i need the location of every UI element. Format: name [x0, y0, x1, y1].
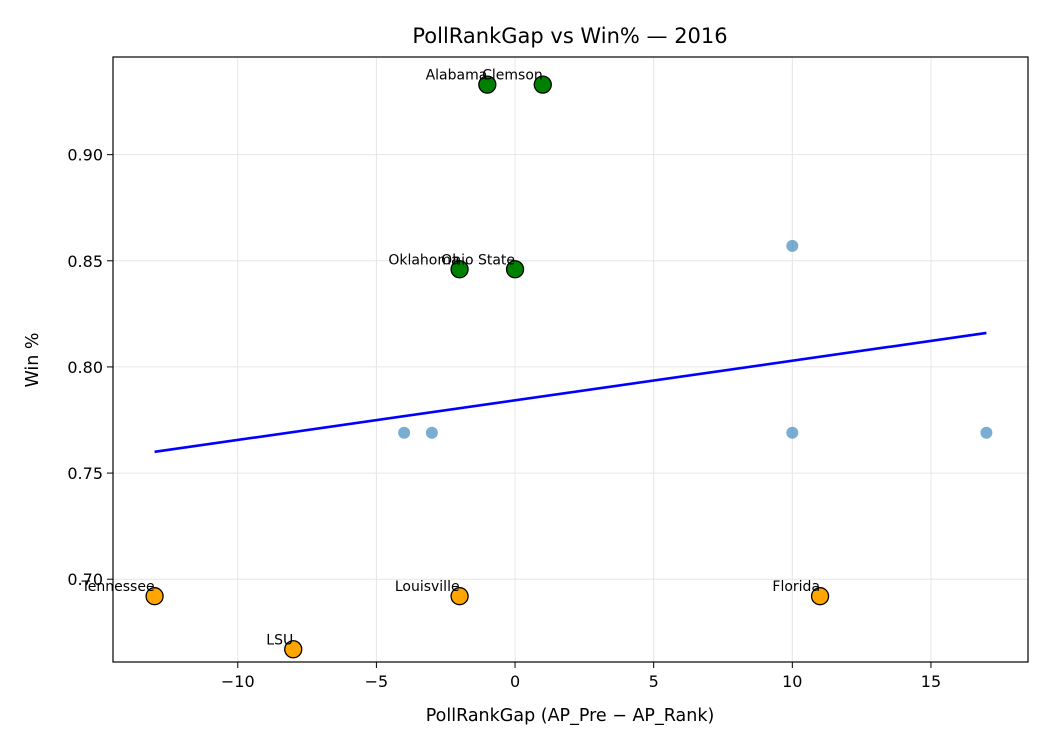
bottom-team-point	[284, 640, 303, 659]
axis-ticks: −10 −5 0 5 10 15 0.70 0.75 0.80 0.85 0.90	[67, 146, 941, 691]
y-tick-label: 0.70	[67, 570, 103, 589]
scatter-point	[980, 426, 993, 439]
top-team-point-label: Alabama	[426, 68, 488, 84]
top-team-point-label: Ohio State	[441, 252, 515, 268]
bottom-team-point	[145, 587, 164, 606]
x-tick-label: −10	[221, 672, 255, 691]
top-team-point	[533, 75, 552, 94]
bottom-team-point-label: Florida	[772, 579, 820, 595]
trend-line-group	[154, 331, 987, 454]
bottom-team-point-label: Tennessee	[81, 579, 155, 595]
y-tick-label: 0.90	[67, 146, 103, 165]
bottom-team-point	[810, 587, 830, 606]
top-team-point	[505, 260, 525, 279]
x-tick-label: 10	[782, 672, 802, 691]
top-team-point	[450, 260, 469, 279]
data-points	[145, 75, 993, 659]
bottom-team-point-label: Louisville	[395, 579, 460, 595]
x-tick-label: 15	[921, 672, 941, 691]
y-tick-label: 0.85	[67, 252, 103, 271]
plot-frame	[112, 56, 1029, 663]
x-axis-label: PollRankGap (AP_Pre − AP_Rank)	[426, 706, 715, 726]
x-tick-label: −5	[365, 672, 389, 691]
scatter-point	[786, 239, 799, 252]
trend-line	[154, 331, 987, 454]
x-tick-label: 0	[510, 672, 520, 691]
scatter-point	[786, 426, 799, 439]
scatter-point	[425, 426, 438, 439]
top-team-point	[478, 75, 497, 94]
bottom-team-point-label: LSU	[266, 632, 293, 648]
scatter-point	[398, 426, 411, 439]
top-team-point-label: Oklahoma	[388, 252, 459, 268]
top-team-point-label: Clemson	[482, 68, 543, 84]
y-axis-label: Win %	[23, 332, 43, 387]
y-tick-label: 0.80	[67, 358, 103, 377]
bottom-team-point	[450, 587, 469, 606]
x-tick-label: 5	[649, 672, 659, 691]
y-tick-label: 0.75	[67, 464, 103, 483]
chart-title: PollRankGap vs Win% — 2016	[412, 24, 727, 48]
